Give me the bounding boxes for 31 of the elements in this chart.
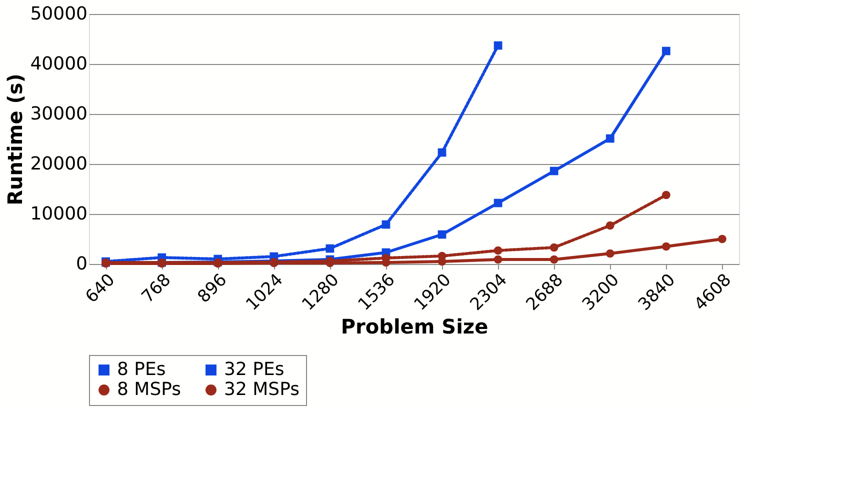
point <box>494 255 502 264</box>
point <box>494 198 502 208</box>
legend-label: 8 MSPs <box>117 379 182 400</box>
x-tick-label: 768 <box>138 270 176 308</box>
point <box>606 221 614 230</box>
point <box>550 243 558 252</box>
point <box>550 166 558 176</box>
point <box>718 234 726 244</box>
point <box>382 220 390 229</box>
x-axis-title: Problem Size <box>340 314 488 338</box>
point <box>326 244 334 253</box>
point <box>494 246 502 255</box>
point <box>662 242 670 251</box>
x-tick-label: 896 <box>194 270 232 308</box>
point <box>550 255 558 264</box>
y-tick-label: 30000 <box>30 104 88 124</box>
legend-label: 32 PEs <box>224 359 284 380</box>
point <box>662 190 670 200</box>
point <box>606 249 614 258</box>
legend-label: 8 PEs <box>117 359 166 380</box>
point <box>438 230 446 239</box>
y-tick-label: 10000 <box>30 204 88 224</box>
y-tick-label: 20000 <box>30 154 88 174</box>
y-tick-label: 40000 <box>30 54 88 74</box>
y-axis-title: Runtime (s) <box>3 74 28 206</box>
point <box>494 41 502 50</box>
point <box>606 134 614 143</box>
y-tick-label: 50000 <box>30 4 88 24</box>
legend-label: 32 MSPs <box>224 379 300 400</box>
point <box>662 46 670 56</box>
point <box>438 148 446 157</box>
